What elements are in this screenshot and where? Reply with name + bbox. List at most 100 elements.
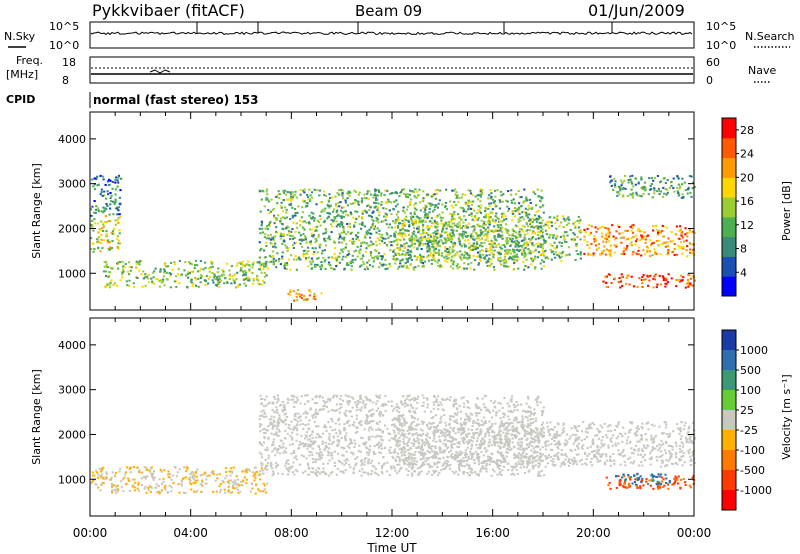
- echo-cell: [506, 451, 509, 454]
- echo-cell: [243, 273, 246, 276]
- echo-cell: [377, 474, 380, 477]
- echo-cell: [192, 481, 195, 484]
- echo-cell: [620, 253, 623, 255]
- echo-cell: [462, 230, 465, 233]
- echo-cell: [516, 236, 519, 239]
- echo-cell: [364, 471, 367, 474]
- echo-cell: [664, 188, 667, 191]
- echo-cell: [285, 227, 288, 230]
- echo-cell: [369, 445, 372, 448]
- echo-cell: [289, 204, 292, 207]
- echo-cell: [508, 405, 511, 408]
- echo-cell: [168, 272, 171, 275]
- echo-cell: [408, 253, 411, 256]
- echo-cell: [222, 273, 225, 276]
- echo-cell: [223, 488, 226, 491]
- echo-cell: [529, 418, 532, 421]
- echo-cell: [436, 223, 439, 226]
- echo-cell: [383, 194, 386, 196]
- echo-cell: [290, 395, 293, 397]
- echo-cell: [283, 450, 286, 453]
- echo-cell: [380, 467, 383, 470]
- echo-cell: [284, 244, 287, 247]
- echo-cell: [360, 436, 363, 439]
- echo-cell: [263, 249, 266, 252]
- echo-cell: [555, 217, 559, 220]
- echo-cell: [399, 468, 402, 470]
- freq-label: Freq.: [16, 54, 43, 67]
- echo-cell: [317, 471, 320, 474]
- echo-cell: [265, 415, 268, 418]
- echo-cell: [444, 238, 447, 241]
- echo-cell: [523, 252, 526, 254]
- echo-cell: [275, 401, 279, 404]
- echo-cell: [294, 412, 297, 415]
- echo-cell: [420, 470, 423, 473]
- echo-cell: [437, 429, 440, 432]
- echo-cell: [94, 208, 98, 211]
- colorbar-tick-label: 20: [740, 171, 754, 184]
- echo-cell: [108, 286, 112, 289]
- echo-cell: [630, 244, 634, 247]
- echo-cell: [126, 466, 129, 469]
- echo-cell: [483, 406, 486, 409]
- echo-cell: [377, 221, 380, 224]
- echo-cell: [318, 396, 321, 399]
- echo-cell: [653, 187, 656, 190]
- echo-cell: [315, 452, 318, 455]
- echo-cell: [536, 459, 539, 462]
- echo-cell: [342, 237, 345, 240]
- echo-cell: [528, 218, 532, 221]
- echo-cell: [265, 245, 268, 247]
- echo-cell: [424, 214, 427, 217]
- echo-cell: [380, 470, 383, 473]
- echo-cell: [302, 455, 305, 458]
- echo-cell: [196, 468, 199, 471]
- echo-cell: [479, 194, 482, 197]
- echo-cell: [511, 237, 514, 240]
- echo-cell: [572, 222, 575, 225]
- echo-cell: [577, 226, 581, 229]
- echo-cell: [289, 238, 292, 240]
- echo-cell: [653, 189, 656, 192]
- echo-cell: [106, 180, 110, 183]
- echo-cell: [676, 190, 679, 193]
- echo-cell: [194, 470, 198, 473]
- echo-cell: [565, 223, 568, 226]
- echo-cell: [316, 189, 319, 192]
- echo-cell: [178, 282, 181, 285]
- echo-cell: [388, 209, 391, 212]
- echo-cell: [149, 490, 152, 493]
- echo-cell: [105, 233, 108, 236]
- echo-cell: [344, 438, 347, 440]
- echo-cell: [533, 258, 536, 261]
- echo-cell: [486, 221, 489, 224]
- echo-cell: [475, 457, 478, 460]
- echo-cell: [404, 193, 407, 196]
- echo-cell: [521, 420, 524, 423]
- echo-cell: [251, 266, 254, 269]
- echo-cell: [99, 242, 103, 244]
- echo-cell: [491, 198, 495, 201]
- echo-cell: [357, 203, 360, 206]
- echo-cell: [337, 459, 340, 462]
- echo-cell: [554, 251, 557, 254]
- echo-cell: [463, 225, 467, 228]
- echo-cell: [401, 225, 404, 228]
- echo-cell: [188, 272, 191, 275]
- echo-cell: [539, 262, 542, 265]
- echo-cell: [398, 222, 401, 225]
- echo-cell: [486, 231, 490, 234]
- echo-cell: [365, 451, 368, 454]
- echo-cell: [101, 467, 104, 470]
- echo-cell: [430, 448, 433, 450]
- echo-cell: [472, 200, 475, 203]
- echo-cell: [186, 276, 190, 279]
- echo-cell: [381, 431, 384, 434]
- echo-cell: [117, 181, 120, 184]
- echo-cell: [228, 482, 231, 485]
- echo-cell: [579, 253, 582, 256]
- echo-cell: [255, 470, 259, 473]
- echo-cell: [340, 437, 343, 439]
- echo-cell: [385, 207, 388, 210]
